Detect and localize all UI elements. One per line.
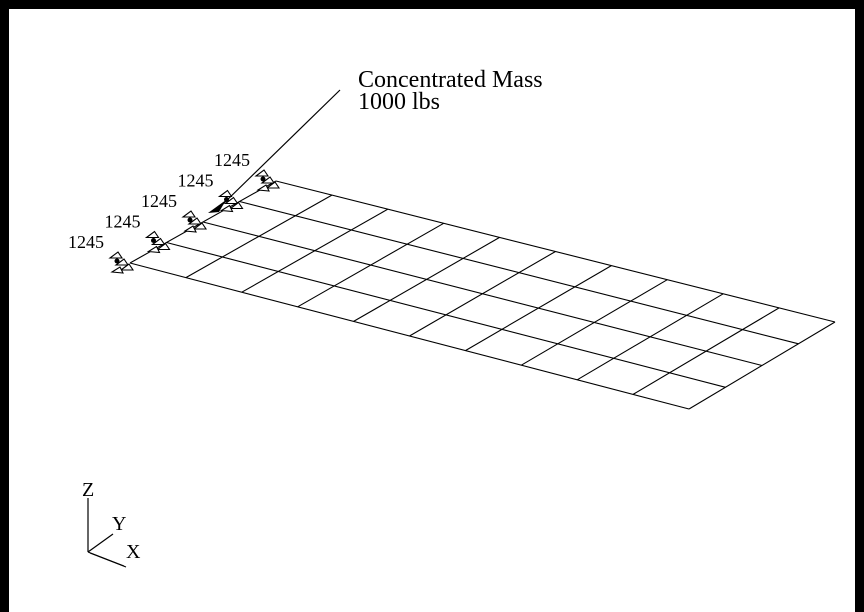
- mesh-line-cross-8: [576, 293, 724, 381]
- mass-icon: [208, 200, 226, 213]
- constraint-label: 1245: [178, 171, 214, 191]
- triad-x-label: X: [126, 541, 141, 563]
- mesh-line-cross-5: [409, 251, 556, 337]
- constraint-icon: [254, 169, 281, 192]
- mesh-line-cross-9: [632, 307, 780, 395]
- coordinate-triad: Z Y X: [82, 479, 141, 568]
- constraint-label: 1245: [141, 191, 177, 211]
- mesh-line-cross-6: [465, 265, 612, 352]
- mesh-line-cross-3: [297, 222, 444, 308]
- triad-y-label: Y: [112, 513, 126, 535]
- constraint-icon: [144, 230, 171, 254]
- mesh-line-cross-2: [241, 208, 389, 293]
- mesh-line-cross-1: [185, 194, 333, 279]
- constraint-icon: [108, 251, 135, 274]
- constraint-icon: [217, 189, 244, 213]
- shell-mesh: [129, 180, 836, 410]
- constraint-label: 1245: [68, 232, 104, 252]
- constraint-label: 1245: [105, 212, 141, 232]
- mesh-line-cross-7: [521, 279, 668, 366]
- constraint-label: 1245: [214, 150, 250, 170]
- mesh-line-cross-10: [688, 321, 836, 410]
- mesh-line-cross-4: [353, 236, 500, 322]
- triad-x-axis-2: [89, 552, 127, 568]
- annotation-title: Concentrated Mass: [358, 67, 543, 93]
- triad-z-label: Z: [82, 479, 94, 501]
- mass-leader-line: [221, 89, 341, 206]
- annotation-value: 1000 lbs: [358, 89, 440, 115]
- constraint-icon: [181, 210, 208, 233]
- triad-y-axis: [87, 533, 114, 553]
